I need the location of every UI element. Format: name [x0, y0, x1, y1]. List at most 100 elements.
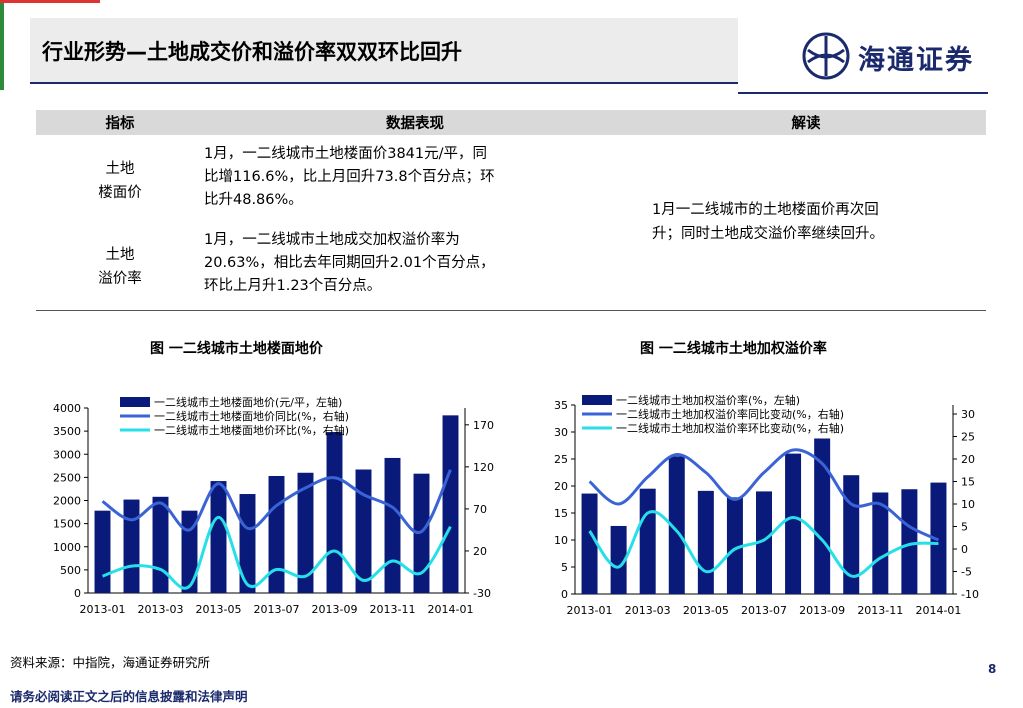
y-tick-label-left: 4000 [53, 402, 81, 415]
y-tick-label-right: 5 [961, 521, 968, 534]
title-banner [30, 18, 738, 84]
y-tick-label-right: 120 [473, 461, 494, 474]
bar [181, 510, 198, 593]
y-tick-label-right: 10 [961, 498, 975, 511]
page-number: 8 [988, 662, 997, 676]
series-line [101, 469, 452, 535]
data-cell: 1月，一二线城市土地成交加权溢价率为 20.63%，相比去年同期回升2.01个百… [204, 224, 626, 310]
x-tick-label: 2013-01 [80, 603, 126, 616]
bar [442, 415, 459, 593]
x-tick-label: 2014-01 [428, 603, 474, 616]
x-tick-label: 2013-05 [683, 604, 729, 617]
y-tick-label-right: 20 [473, 545, 487, 558]
y-tick-label-left: 5 [561, 561, 568, 574]
data-text-line: 比升48.86%。 [204, 191, 303, 208]
y-tick-label-left: 1000 [53, 541, 81, 554]
column-header: 解读 [626, 110, 986, 135]
y-tick-label-left: 500 [60, 564, 81, 577]
bar [726, 497, 743, 594]
y-tick-label-right: 170 [473, 419, 494, 432]
corner-accent-bar [0, 0, 4, 90]
interpretation-text-line: 1月一二线城市的土地楼面价再次回 [652, 202, 879, 218]
y-tick-label-right: -10 [961, 588, 979, 601]
x-tick-label: 2013-11 [370, 603, 416, 616]
bar [639, 488, 656, 594]
y-tick-label-left: 30 [554, 426, 568, 439]
series-line [588, 448, 940, 542]
data-text-line: 20.63%，相比去年同期回升2.01个百分点， [204, 255, 495, 272]
interpretation-text-line: 升；同时土地成交溢价率继续回升。 [652, 226, 884, 242]
y-tick-label-right: 20 [961, 453, 975, 466]
column-header: 数据表现 [204, 110, 626, 135]
y-tick-label-left: 1500 [53, 518, 81, 531]
bar [210, 481, 227, 593]
bar [326, 432, 343, 593]
y-tick-label-right: 15 [961, 476, 975, 489]
x-tick-label: 2013-01 [567, 604, 613, 617]
indicator-table: 指标 数据表现 解读 土地 楼面价 1月，一二线城市土地楼面价3841元/平，同… [36, 110, 986, 310]
logo-wordmark: 海通证券 [858, 45, 974, 76]
legend-label: 一二线城市土地加权溢价率(%，左轴) [616, 393, 800, 407]
series-line [588, 510, 939, 578]
chart-title-right: 图 一二线城市土地加权溢价率 [640, 341, 827, 357]
y-tick-label-left: 25 [554, 453, 568, 466]
y-tick-label-left: 2500 [53, 471, 81, 484]
y-tick-label-left: 15 [554, 507, 568, 520]
x-tick-label: 2013-09 [799, 604, 845, 617]
bar [152, 496, 169, 593]
data-text-line: 1月，一二线城市土地楼面价3841元/平，同 [204, 145, 488, 162]
legend-label: 一二线城市土地楼面地价同比(%，右轴) [154, 409, 349, 423]
indicator-cell: 土地 溢价率 [36, 224, 204, 310]
company-logo-icon [802, 32, 850, 80]
data-text-line: 1月，一二线城市土地成交加权溢价率为 [204, 232, 460, 249]
series-line [101, 515, 452, 590]
bar [355, 469, 372, 593]
chart-title-left: 图 一二线城市土地楼面地价 [150, 341, 323, 357]
y-tick-label-left: 3500 [53, 425, 81, 438]
y-tick-label-right: 30 [961, 408, 975, 421]
y-tick-label-left: 3000 [53, 448, 81, 461]
interpretation-cell: 1月一二线城市的土地楼面价再次回 升；同时土地成交溢价率继续回升。 [626, 135, 986, 310]
y-tick-label-left: 0 [561, 588, 568, 601]
bar [94, 510, 111, 593]
data-text-line: 比增116.6%，比上月回升73.8个百分点；环 [204, 168, 495, 185]
bar [297, 472, 314, 593]
y-tick-label-left: 0 [74, 587, 81, 600]
y-tick-label-right: -5 [961, 566, 972, 579]
x-tick-label: 2013-05 [196, 603, 242, 616]
indicator-label: 土地 [105, 246, 135, 263]
table-row: 土地 溢价率 1月，一二线城市土地成交加权溢价率为 20.63%，相比去年同期回… [36, 224, 986, 310]
x-tick-label: 2013-11 [857, 604, 903, 617]
y-tick-label-right: -30 [473, 587, 491, 600]
disclaimer-link[interactable]: 请务必阅读正文之后的信息披露和法律声明 [10, 689, 248, 704]
bar [384, 457, 401, 593]
bar [756, 491, 772, 594]
y-tick-label-left: 35 [554, 399, 568, 412]
table-bottom-rule [36, 310, 986, 311]
table-header-row: 指标 数据表现 解读 [36, 110, 986, 135]
bar [785, 453, 802, 594]
y-tick-label-right: 0 [961, 543, 968, 556]
x-tick-label: 2013-07 [254, 603, 300, 616]
premium-rate-chart: 0 5 10 15 20 25 30 35 -10 -5 0 5 10 15 20 25 30 2013-01 20… [554, 393, 979, 617]
bar [123, 499, 140, 593]
x-tick-label: 2013-09 [312, 603, 358, 616]
header-rule [738, 92, 988, 94]
x-tick-label: 2013-07 [741, 604, 787, 617]
legend-swatch [120, 397, 150, 407]
bar [668, 456, 685, 594]
indicator-label: 土地 [105, 160, 135, 177]
y-tick-label-left: 20 [554, 480, 568, 493]
column-header: 指标 [36, 110, 204, 135]
legend-label: 一二线城市土地加权溢价率环比变动(%，右轴) [616, 421, 844, 435]
indicator-label: 溢价率 [98, 270, 142, 287]
bar [901, 489, 918, 594]
bar [814, 438, 831, 594]
bar [610, 525, 627, 594]
legend-label: 一二线城市土地楼面地价(元/平，左轴) [154, 395, 342, 409]
bar [872, 492, 889, 594]
x-tick-label: 2013-03 [625, 604, 671, 617]
x-tick-label: 2014-01 [915, 604, 961, 617]
land-price-chart: 0 500 1000 1500 2000 2500 3000 3500 4000 -30 20 70 1… [53, 395, 494, 616]
bar [930, 482, 947, 594]
